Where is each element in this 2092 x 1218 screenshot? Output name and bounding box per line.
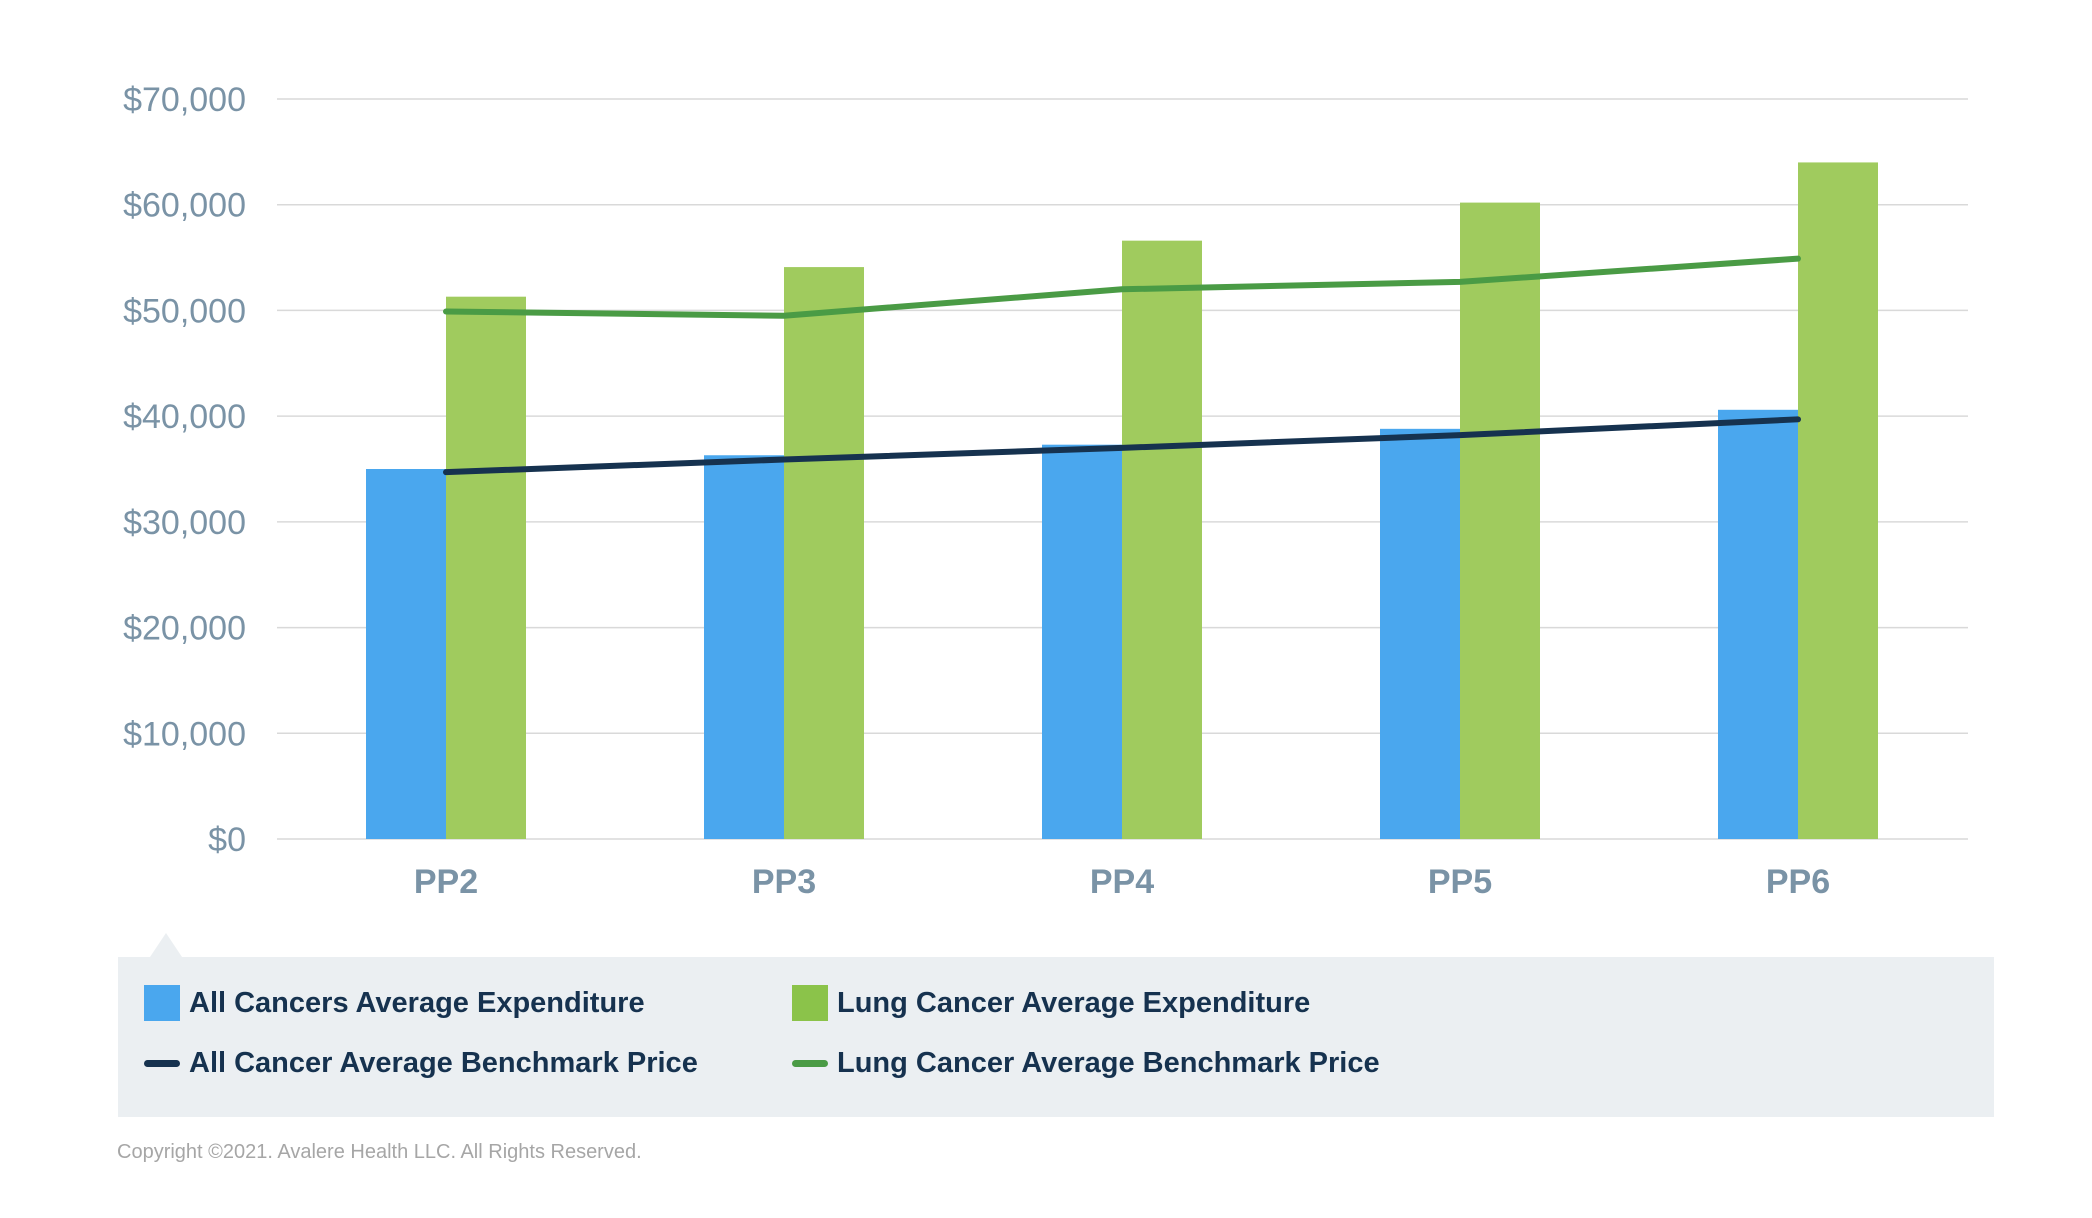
bar-lung-cancer-expenditure	[1798, 162, 1878, 839]
x-tick-label: PP5	[1428, 863, 1492, 901]
y-axis-ticks: $0 $10,000 $20,000 $30,000 $40,000 $50,000 $60…	[123, 81, 246, 859]
y-tick-label: $30,000	[123, 504, 246, 542]
legend-label: All Cancer Average Benchmark Price	[189, 1047, 698, 1079]
legend-label: Lung Cancer Average Benchmark Price	[837, 1047, 1380, 1079]
legend-item-all-cancers-expenditure: All Cancers Average Expenditure	[144, 985, 645, 1021]
x-axis-ticks: PP2 PP3 PP4 PP5 PP6	[414, 863, 1830, 901]
bars	[366, 162, 1878, 840]
y-tick-label: $0	[208, 821, 246, 859]
legend-swatch-blue-box	[144, 985, 180, 1021]
bar-lung-cancer-expenditure	[1460, 202, 1540, 840]
legend-item-lung-cancer-expenditure: Lung Cancer Average Expenditure	[792, 985, 1310, 1021]
line-all-cancer-benchmark	[443, 416, 1801, 476]
legend-swatch-green-line	[792, 1060, 828, 1067]
bar-lung-cancer-expenditure	[1122, 240, 1202, 839]
legend-item-lung-cancer-benchmark: Lung Cancer Average Benchmark Price	[792, 1047, 1380, 1080]
bar-all-cancers-expenditure	[1380, 428, 1460, 839]
bar-lung-cancer-expenditure	[784, 267, 864, 840]
legend-pointer	[150, 933, 182, 957]
legend: All Cancers Average Expenditure Lung Can…	[118, 957, 1994, 1117]
y-tick-label: $40,000	[123, 398, 246, 436]
legend-swatch-navy-line	[144, 1060, 180, 1067]
x-tick-label: PP4	[1090, 863, 1154, 901]
y-tick-label: $20,000	[123, 610, 246, 648]
x-tick-label: PP3	[752, 863, 816, 901]
y-tick-label: $10,000	[123, 715, 246, 753]
bar-all-cancers-expenditure	[704, 455, 784, 839]
x-tick-label: PP6	[1766, 863, 1830, 901]
legend-label: Lung Cancer Average Expenditure	[837, 986, 1311, 1019]
legend-label: All Cancers Average Expenditure	[189, 986, 645, 1019]
y-tick-label: $50,000	[123, 292, 246, 330]
bar-all-cancers-expenditure	[1042, 444, 1122, 839]
bar-all-cancers-expenditure	[366, 469, 446, 839]
line-lung-cancer-benchmark	[443, 255, 1801, 319]
bar-lung-cancer-expenditure	[446, 296, 526, 840]
y-tick-label: $70,000	[123, 81, 246, 119]
legend-swatch-green-box	[792, 985, 828, 1021]
legend-item-all-cancer-benchmark: All Cancer Average Benchmark Price	[144, 1047, 698, 1080]
y-tick-label: $60,000	[123, 187, 246, 225]
copyright-text: Copyright ©2021. Avalere Health LLC. All…	[117, 1141, 642, 1163]
chart: $0 $10,000 $20,000 $30,000 $40,000 $50,000 $60…	[123, 81, 1968, 901]
x-tick-label: PP2	[414, 863, 478, 901]
bar-all-cancers-expenditure	[1718, 409, 1798, 839]
lines	[443, 255, 1801, 476]
